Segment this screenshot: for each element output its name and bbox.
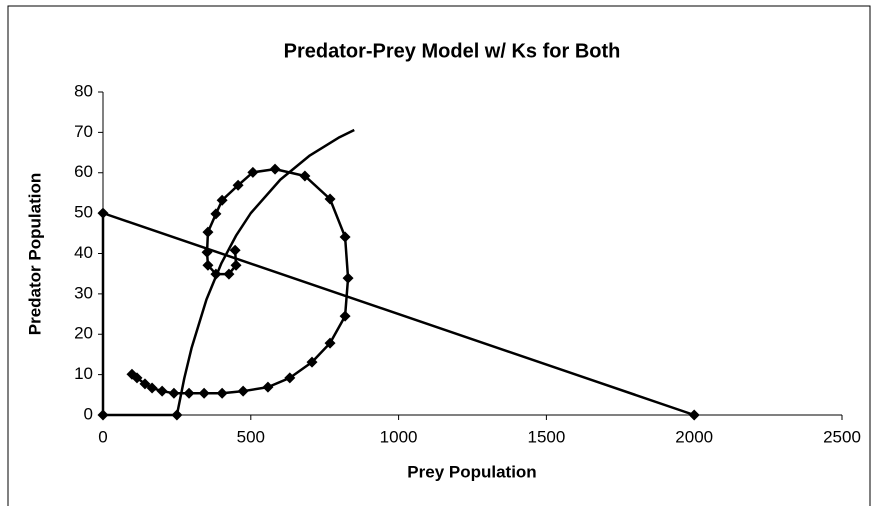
y-tick-label: 30 — [74, 283, 93, 302]
point — [306, 356, 318, 368]
point — [269, 163, 281, 175]
point — [146, 382, 158, 394]
point — [97, 207, 109, 219]
chart-frame — [7, 5, 871, 506]
point — [97, 409, 109, 421]
point — [168, 387, 180, 399]
point — [156, 385, 168, 397]
point — [223, 268, 235, 280]
point — [262, 381, 274, 393]
point — [139, 378, 151, 390]
x-axis-title: Prey Population — [407, 462, 536, 481]
chart-title: Predator-Prey Model w/ Ks for Both — [284, 40, 621, 62]
x-tick-label: 500 — [237, 427, 265, 446]
y-axis-title: Predator Population — [25, 173, 44, 335]
point — [247, 166, 259, 178]
y-tick-label: 10 — [74, 364, 93, 383]
y-tick-label: 70 — [74, 122, 93, 141]
point — [339, 231, 351, 243]
point — [230, 259, 242, 271]
x-tick-label: 1500 — [527, 427, 565, 446]
y-tick-label: 40 — [74, 243, 93, 262]
y-tick-label: 50 — [74, 203, 93, 222]
point — [201, 246, 213, 258]
point — [216, 194, 228, 206]
point — [324, 337, 336, 349]
point — [210, 268, 222, 280]
y-tick-label: 60 — [74, 162, 93, 181]
x-tick-label: 2500 — [823, 427, 861, 446]
point — [284, 372, 296, 384]
y-tick-label: 20 — [74, 324, 93, 343]
point — [198, 387, 210, 399]
y-tick-label: 0 — [84, 404, 93, 423]
x-tick-label: 1000 — [380, 427, 418, 446]
point — [339, 310, 351, 322]
point — [216, 387, 228, 399]
series-line — [101, 211, 695, 417]
point — [324, 193, 336, 205]
point — [232, 179, 244, 191]
point — [342, 272, 354, 284]
point — [183, 387, 195, 399]
point — [202, 259, 214, 271]
point — [210, 208, 222, 220]
point — [229, 244, 241, 256]
x-tick-label: 0 — [98, 427, 107, 446]
x-tick-label: 2000 — [675, 427, 713, 446]
series-line — [131, 167, 350, 395]
y-tick-label: 80 — [74, 81, 93, 100]
point — [688, 409, 700, 421]
point — [299, 170, 311, 182]
point — [237, 385, 249, 397]
point — [202, 226, 214, 238]
point — [131, 372, 143, 384]
series-line — [175, 128, 355, 416]
